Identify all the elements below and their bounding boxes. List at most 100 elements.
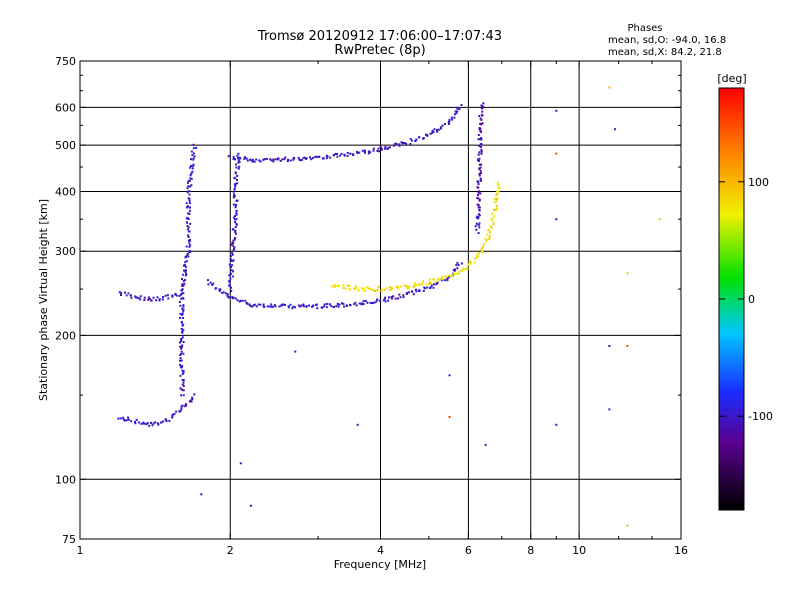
trace-point (392, 295, 395, 298)
trace-point (272, 305, 274, 308)
y-tick-label: 100 (55, 473, 76, 486)
x-tick-label: 1 (77, 544, 84, 557)
trace-point (422, 137, 425, 140)
trace-point (492, 220, 495, 223)
trace-point (456, 110, 459, 113)
trace-point (461, 262, 463, 265)
trace-point (178, 410, 181, 413)
trace-point (180, 407, 183, 410)
trace-point (182, 292, 185, 295)
trace-point (232, 190, 235, 193)
trace-point (478, 174, 481, 177)
trace-point (233, 187, 236, 190)
trace-point (410, 139, 413, 142)
trace-point (364, 300, 367, 302)
trace-point (384, 145, 387, 148)
trace-point (450, 116, 453, 119)
trace-point (180, 320, 183, 323)
trace-point (166, 294, 169, 297)
trace-point (315, 155, 318, 158)
trace-point (436, 130, 439, 133)
trace-point (412, 293, 415, 296)
trace-point (148, 297, 151, 300)
trace-point (367, 287, 370, 290)
trace-point (227, 155, 230, 158)
trace-point (229, 258, 232, 261)
trace-point (232, 244, 234, 247)
trace-point (480, 113, 483, 116)
data-points (117, 86, 661, 527)
trace-point (497, 191, 500, 193)
trace-point (234, 297, 237, 300)
trace-point (243, 157, 246, 160)
trace-point (228, 296, 231, 299)
trace-point (384, 296, 387, 299)
trace-point (495, 209, 498, 212)
trace-point (430, 282, 433, 285)
trace-point (229, 277, 232, 280)
trace-point (490, 218, 493, 221)
y-tick-label: 75 (62, 533, 76, 546)
trace-point (480, 172, 482, 175)
trace-point (438, 277, 441, 280)
trace-point (232, 241, 235, 244)
trace-point (186, 228, 189, 231)
trace-point (444, 276, 447, 279)
trace-point (456, 261, 459, 264)
trace-point (447, 276, 450, 279)
trace-point (117, 417, 120, 420)
trace-point (237, 152, 240, 155)
trace-point (129, 294, 132, 297)
trace-point (239, 299, 242, 302)
trace-point (481, 105, 484, 108)
trace-point (143, 296, 146, 299)
trace-point (458, 272, 460, 275)
trace-point (186, 253, 189, 256)
x-tick-label: 4 (377, 544, 384, 557)
isolated-point (356, 423, 359, 426)
trace-point (479, 179, 482, 182)
trace-point (120, 292, 123, 295)
isolated-point (626, 524, 629, 527)
trace-point (353, 288, 356, 290)
trace-point (453, 113, 456, 116)
trace-point (189, 202, 191, 205)
trace-point (338, 303, 341, 306)
trace-point (188, 209, 191, 212)
trace-point (478, 190, 481, 193)
trace-point (274, 158, 277, 161)
trace-point (162, 296, 164, 298)
trace-point (496, 197, 499, 200)
trace-point (392, 144, 395, 147)
trace-point (190, 150, 193, 153)
trace-point (182, 384, 185, 387)
trace-point (490, 227, 493, 229)
trace-point (310, 158, 313, 161)
trace-point (424, 287, 427, 290)
isolated-point (448, 416, 451, 418)
trace-point (329, 156, 332, 159)
trace-point (383, 288, 386, 291)
trace-point (434, 280, 437, 283)
trace-point (185, 255, 188, 258)
trace-point (185, 245, 188, 248)
trace-point (488, 231, 491, 234)
trace-point (175, 410, 178, 413)
trace-point (193, 155, 196, 158)
trace-point (236, 175, 239, 177)
trace-point (356, 151, 358, 153)
trace-point (480, 163, 483, 166)
trace-point (182, 284, 185, 287)
trace-point (289, 159, 292, 162)
trace-point (259, 160, 262, 163)
trace-point (182, 305, 185, 308)
trace-point (187, 226, 190, 229)
chart-subtitle: RwPretec (8p) (334, 43, 425, 58)
trace-point (399, 285, 402, 288)
trace-point (457, 106, 460, 109)
trace-point (479, 138, 482, 141)
trace-point (139, 298, 142, 301)
trace-point (189, 222, 192, 225)
x-tick-label: 2 (227, 544, 234, 557)
trace-point (181, 336, 184, 339)
